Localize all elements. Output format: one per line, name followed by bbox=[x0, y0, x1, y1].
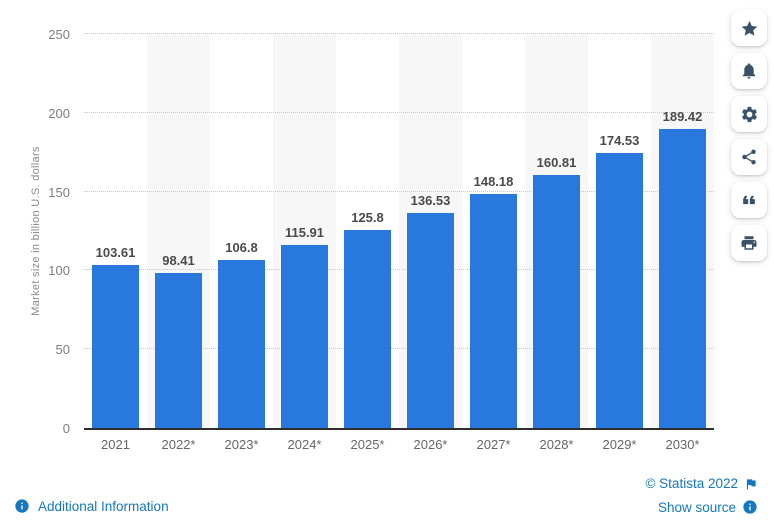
info-icon bbox=[14, 498, 30, 514]
printer-icon bbox=[740, 234, 758, 252]
plot-area: 103.61 98.41 106.8 115.91 125.8 136.53 148.18 1… bbox=[84, 33, 714, 430]
show-source-label: Show source bbox=[657, 499, 736, 515]
chart-column: 106.8 bbox=[210, 34, 273, 428]
x-tick-label: 2027* bbox=[476, 437, 511, 452]
chart-column: 125.8 bbox=[336, 34, 399, 428]
chart-column: 160.81 bbox=[525, 34, 588, 428]
bar-value-label: 125.8 bbox=[351, 209, 384, 225]
x-tick-label: 2030* bbox=[665, 437, 700, 452]
flag-icon bbox=[744, 477, 758, 491]
show-source-link[interactable]: Show source bbox=[658, 499, 758, 515]
x-tick-label: 2023* bbox=[224, 437, 259, 452]
toolbar bbox=[731, 10, 767, 261]
additional-information-link[interactable]: Additional Information bbox=[14, 498, 169, 514]
y-tick-label: 0 bbox=[62, 421, 70, 436]
gridline bbox=[84, 190, 714, 192]
bar-2024*[interactable] bbox=[281, 245, 328, 428]
bar-2025*[interactable] bbox=[344, 229, 391, 428]
chart-column: 189.42 bbox=[651, 34, 714, 428]
x-tick-label: 2021 bbox=[101, 437, 130, 452]
bar-value-label: 136.53 bbox=[410, 192, 451, 208]
share-button[interactable] bbox=[731, 139, 767, 175]
gear-icon bbox=[740, 105, 759, 124]
y-tick-label: 250 bbox=[48, 27, 70, 42]
bar-2026*[interactable] bbox=[407, 212, 454, 428]
bar-2027*[interactable] bbox=[470, 194, 517, 428]
x-axis-labels: 2021 2022* 2023* 2024* 2025* 2026* 2027* 2028* 2… bbox=[84, 437, 714, 452]
chart-column: 115.91 bbox=[273, 34, 336, 428]
chart-column: 136.53 bbox=[399, 34, 462, 428]
bar-2023*[interactable] bbox=[218, 259, 265, 428]
bar-value-label: 98.41 bbox=[162, 252, 195, 268]
copyright-link[interactable]: © Statista 2022 bbox=[645, 476, 758, 491]
additional-information-label: Additional Information bbox=[38, 498, 169, 514]
bar-value-label: 148.18 bbox=[473, 174, 514, 190]
share-icon bbox=[740, 148, 758, 166]
y-tick-label: 150 bbox=[48, 184, 70, 200]
x-tick-label: 2022* bbox=[161, 437, 196, 452]
y-tick-label: 50 bbox=[55, 342, 70, 358]
x-tick-label: 2028* bbox=[539, 437, 574, 452]
bar-value-label: 103.61 bbox=[95, 244, 136, 260]
chart-column: 148.18 bbox=[462, 34, 525, 428]
y-tick-label: 200 bbox=[48, 105, 70, 121]
bar-value-label: 106.8 bbox=[225, 239, 258, 255]
x-tick-label: 2025* bbox=[350, 437, 385, 452]
settings-button[interactable] bbox=[731, 96, 767, 132]
chart-column: 174.53 bbox=[588, 34, 651, 428]
x-tick-label: 2029* bbox=[602, 437, 637, 452]
y-tick-label: 100 bbox=[48, 263, 70, 279]
x-tick-label: 2026* bbox=[413, 437, 448, 452]
bar-2021[interactable] bbox=[92, 264, 139, 428]
bar-value-label: 160.81 bbox=[536, 154, 577, 170]
bell-icon bbox=[740, 62, 758, 80]
gridline bbox=[84, 348, 714, 350]
print-button[interactable] bbox=[731, 225, 767, 261]
notifications-button[interactable] bbox=[731, 53, 767, 89]
bar-2028*[interactable] bbox=[533, 174, 580, 428]
copyright-label: © Statista 2022 bbox=[645, 476, 738, 491]
cite-button[interactable] bbox=[731, 182, 767, 218]
bar-2030*[interactable] bbox=[659, 129, 706, 428]
bar-value-label: 174.53 bbox=[599, 132, 640, 148]
gridline bbox=[84, 269, 714, 271]
chart-column: 98.41 bbox=[147, 34, 210, 428]
y-axis-tick-labels: 0 50 100 150 200 250 bbox=[0, 27, 72, 436]
x-tick-label: 2024* bbox=[287, 437, 322, 452]
favorite-button[interactable] bbox=[731, 10, 767, 46]
gridline bbox=[84, 33, 714, 34]
bar-value-label: 115.91 bbox=[284, 225, 325, 241]
info-icon bbox=[742, 499, 758, 515]
bar-value-label: 189.42 bbox=[662, 109, 703, 125]
bar-2029*[interactable] bbox=[596, 152, 643, 428]
gridline bbox=[84, 111, 714, 113]
quote-icon bbox=[739, 190, 759, 210]
bar-2022*[interactable] bbox=[155, 272, 202, 428]
chart-column: 103.61 bbox=[84, 34, 147, 428]
star-icon bbox=[740, 19, 759, 38]
